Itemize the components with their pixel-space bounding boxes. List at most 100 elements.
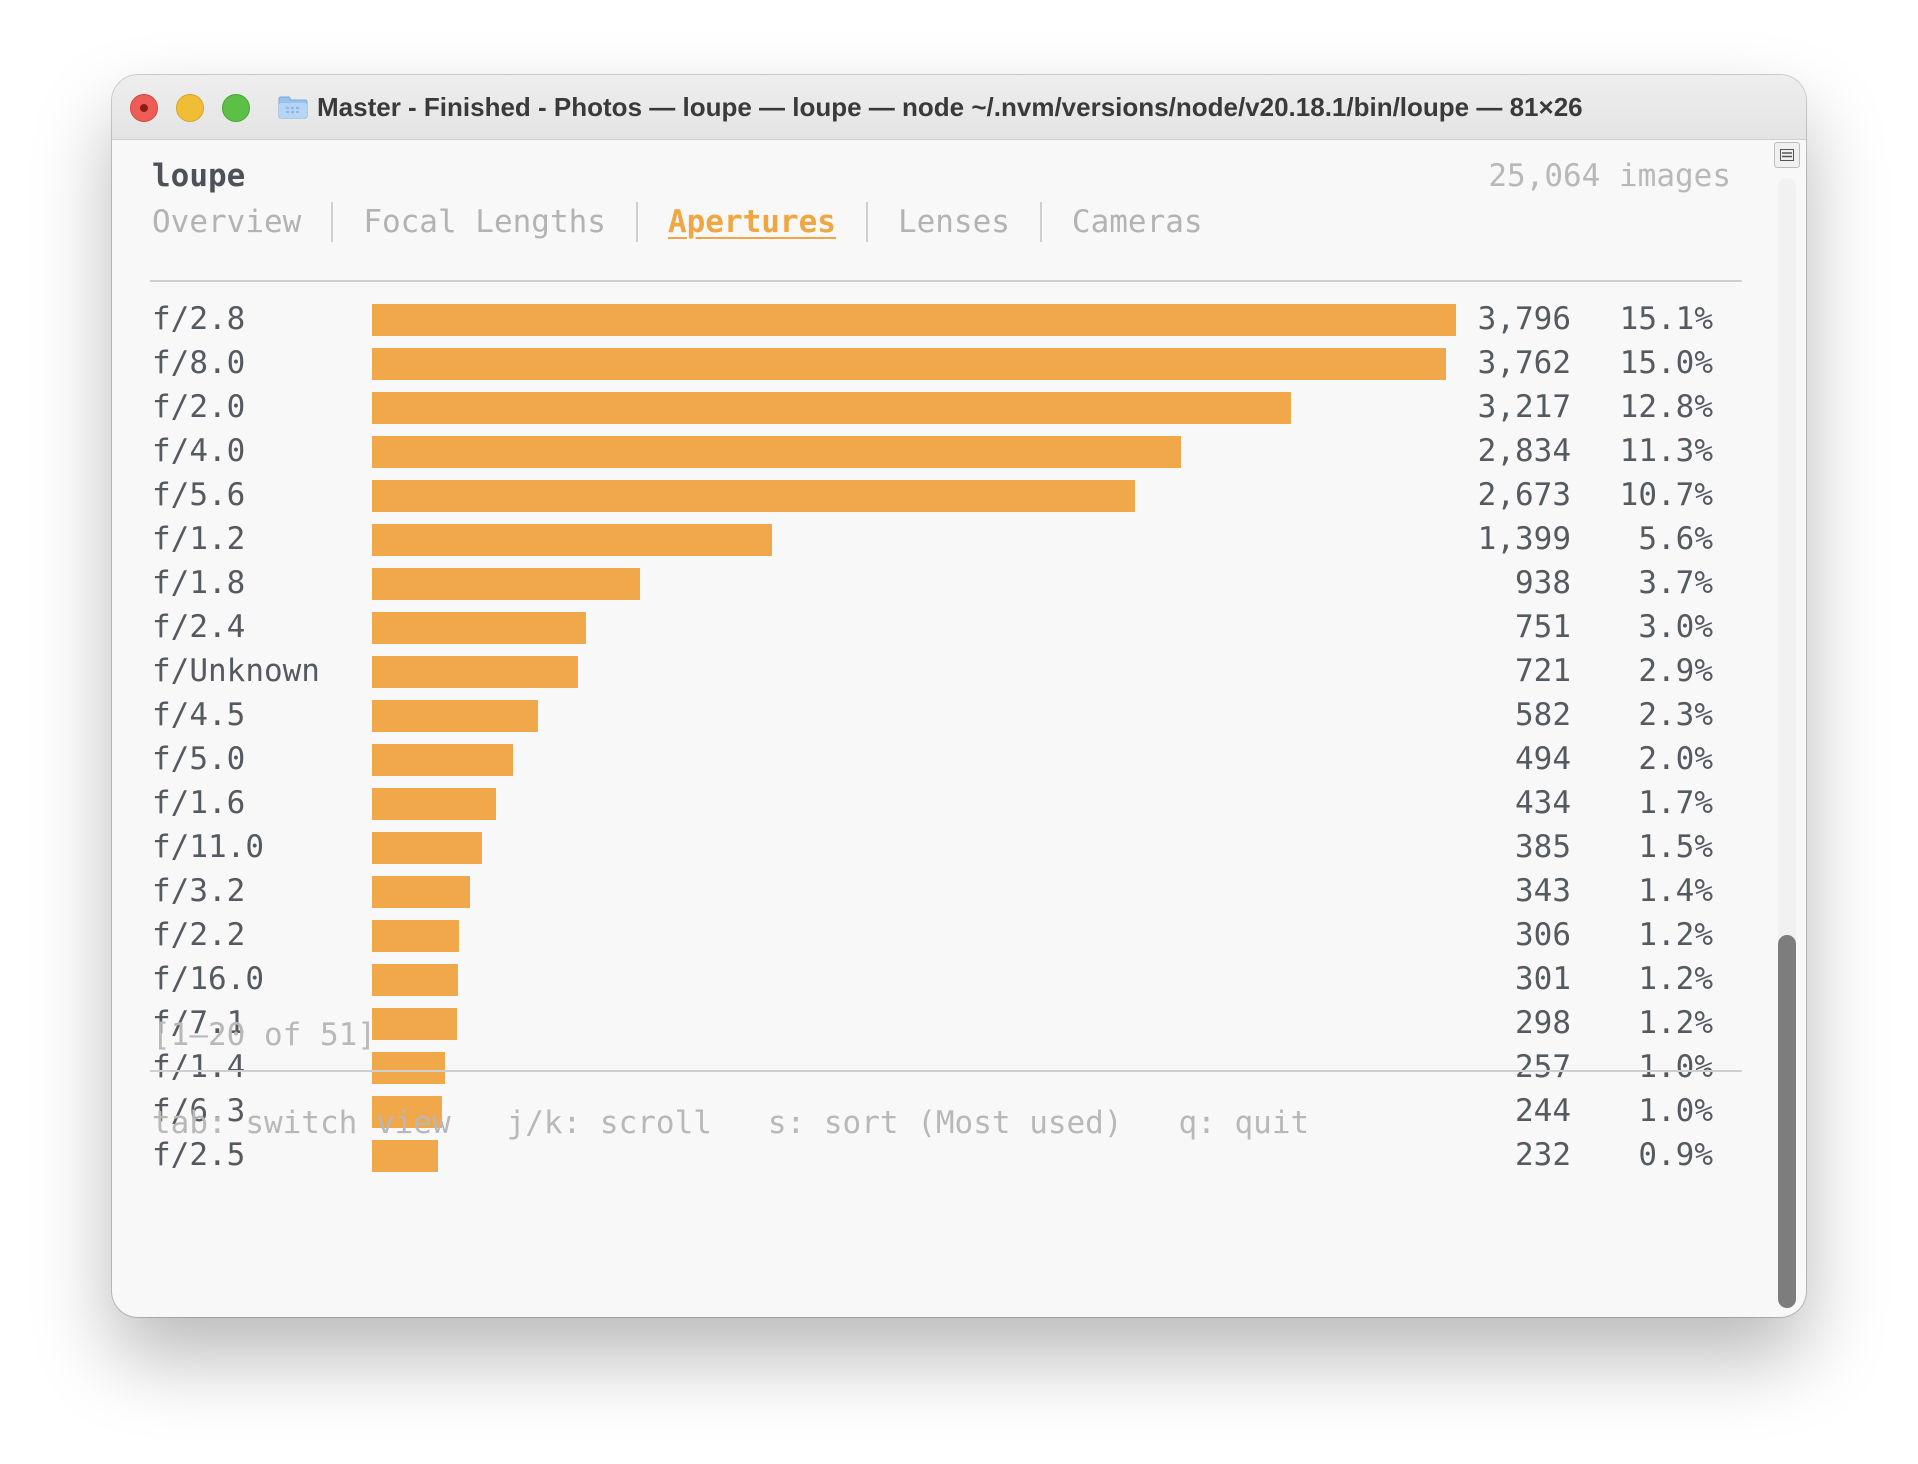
percent-label: 1.0% (1638, 1049, 1713, 1085)
title-bar[interactable]: Master - Finished - Photos — loupe — lou… (112, 75, 1806, 140)
chart-row: f/1.8 938 3.7% (112, 561, 1806, 605)
image-count: 25,064 images (1488, 158, 1731, 194)
percent-label: 10.7% (1619, 477, 1713, 513)
divider-bottom (150, 1070, 1742, 1072)
aperture-label: f/5.0 (152, 741, 246, 777)
percent-label: 3.0% (1638, 609, 1713, 645)
percent-label: 2.3% (1638, 697, 1713, 733)
count-label: 3,217 (1477, 389, 1571, 425)
chart-row: f/7.1 298 1.2% (112, 1001, 1806, 1045)
aperture-label: f/2.8 (152, 301, 246, 337)
percent-label: 11.3% (1619, 433, 1713, 469)
bar (372, 920, 459, 952)
count-label: 343 (1515, 873, 1571, 909)
chart-row: f/2.0 3,217 12.8% (112, 385, 1806, 429)
tab-lenses[interactable]: Lenses (897, 204, 1010, 240)
tab-separator (1039, 202, 1042, 242)
chart-row: f/5.6 2,673 10.7% (112, 473, 1806, 517)
aperture-label: f/1.6 (152, 785, 246, 821)
chart-row: f/4.5 582 2.3% (112, 693, 1806, 737)
tab-apertures[interactable]: Apertures (667, 204, 836, 240)
tab-focal-lengths[interactable]: Focal Lengths (363, 204, 606, 240)
scrollbar-thumb[interactable] (1778, 935, 1796, 1308)
close-button[interactable] (130, 94, 158, 122)
window-title: Master - Finished - Photos — loupe — lou… (317, 92, 1583, 122)
percent-label: 2.9% (1638, 653, 1713, 689)
count-label: 257 (1515, 1049, 1571, 1085)
maximize-button[interactable] (222, 94, 250, 122)
bar (372, 744, 513, 776)
bar (372, 348, 1446, 380)
bar (372, 524, 772, 556)
percent-label: 1.2% (1638, 1005, 1713, 1041)
percent-label: 1.4% (1638, 873, 1713, 909)
tab-overview[interactable]: Overview (152, 204, 302, 240)
bar (372, 1096, 442, 1128)
aperture-label: f/5.6 (152, 477, 246, 513)
tab-cameras[interactable]: Cameras (1071, 204, 1203, 240)
scrollbar-track[interactable] (1778, 178, 1796, 1308)
chart-row: f/1.4 257 1.0% (112, 1045, 1806, 1089)
bar (372, 700, 538, 732)
count-label: 751 (1515, 609, 1571, 645)
count-label: 582 (1515, 697, 1571, 733)
minimize-button[interactable] (176, 94, 204, 122)
bar (372, 1052, 445, 1084)
bar (372, 436, 1181, 468)
chart-row: f/3.2 343 1.4% (112, 869, 1806, 913)
aperture-label: f/1.4 (152, 1049, 246, 1085)
bar (372, 568, 640, 600)
count-label: 938 (1515, 565, 1571, 601)
divider-top (150, 280, 1742, 282)
aperture-label: f/11.0 (152, 829, 264, 865)
list-icon[interactable] (1774, 142, 1800, 168)
terminal-content[interactable]: loupe 25,064 images Overview Focal Lengt… (112, 140, 1806, 1317)
aperture-chart: f/2.8 3,796 15.1% f/8.0 3,762 15.0% f/2.0 3,217… (112, 297, 1806, 1177)
chart-row: f/5.0 494 2.0% (112, 737, 1806, 781)
aperture-label: f/8.0 (152, 345, 246, 381)
app-name: loupe (152, 158, 246, 194)
keyboard-hints: tab: switch view j/k: scroll s: sort (Mo… (152, 1105, 1310, 1141)
percent-label: 2.0% (1638, 741, 1713, 777)
aperture-label: f/7.1 (152, 1005, 246, 1041)
chart-row: f/2.5 232 0.9% (112, 1133, 1806, 1177)
aperture-label: f/6.3 (152, 1093, 246, 1129)
count-label: 3,796 (1477, 301, 1571, 337)
count-label: 721 (1515, 653, 1571, 689)
percent-label: 1.2% (1638, 917, 1713, 953)
chart-row: f/2.8 3,796 15.1% (112, 297, 1806, 341)
tab-separator (635, 202, 638, 242)
tab-separator (331, 202, 334, 242)
bar (372, 480, 1135, 512)
count-label: 434 (1515, 785, 1571, 821)
count-label: 232 (1515, 1137, 1571, 1173)
count-label: 2,673 (1477, 477, 1571, 513)
bar (372, 1008, 457, 1040)
aperture-label: f/2.5 (152, 1137, 246, 1173)
count-label: 494 (1515, 741, 1571, 777)
count-label: 2,834 (1477, 433, 1571, 469)
percent-label: 15.0% (1619, 345, 1713, 381)
bar (372, 392, 1291, 424)
percent-label: 3.7% (1638, 565, 1713, 601)
terminal-window: Master - Finished - Photos — loupe — lou… (112, 75, 1806, 1317)
count-label: 1,399 (1477, 521, 1571, 557)
count-label: 301 (1515, 961, 1571, 997)
bar (372, 788, 496, 820)
percent-label: 1.5% (1638, 829, 1713, 865)
chart-row: f/2.2 306 1.2% (112, 913, 1806, 957)
percent-label: 1.7% (1638, 785, 1713, 821)
count-label: 298 (1515, 1005, 1571, 1041)
percent-label: 0.9% (1638, 1137, 1713, 1173)
count-label: 385 (1515, 829, 1571, 865)
bar (372, 964, 458, 996)
count-label: 3,762 (1477, 345, 1571, 381)
percent-label: 15.1% (1619, 301, 1713, 337)
bar (372, 304, 1456, 336)
count-label: 306 (1515, 917, 1571, 953)
chart-row: f/4.0 2,834 11.3% (112, 429, 1806, 473)
bar (372, 876, 470, 908)
percent-label: 1.2% (1638, 961, 1713, 997)
chart-row: f/2.4 751 3.0% (112, 605, 1806, 649)
aperture-label: f/2.2 (152, 917, 246, 953)
